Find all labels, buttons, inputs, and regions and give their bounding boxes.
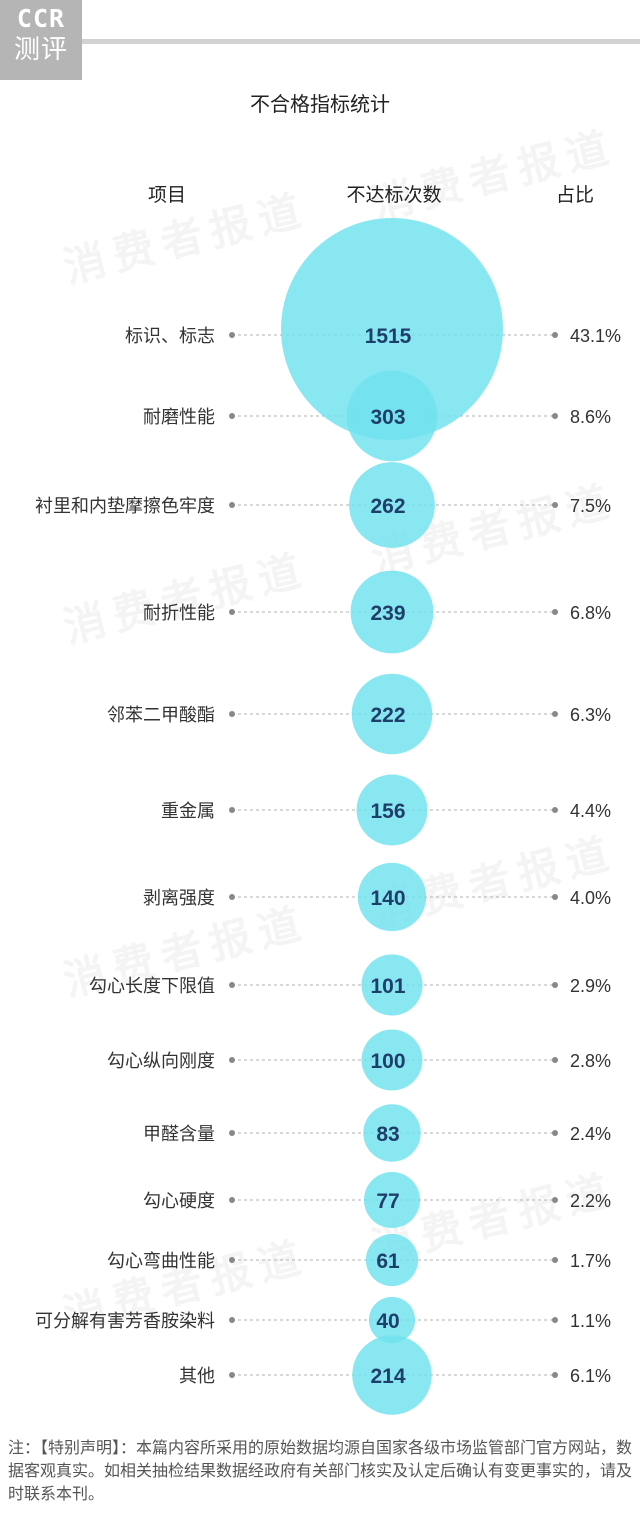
category-label: 剥离强度: [143, 888, 215, 909]
bubble: [346, 370, 438, 462]
leader-dot-right: [552, 894, 558, 900]
share-label: 2.9%: [570, 976, 611, 996]
leader-dot-right: [552, 1197, 558, 1203]
value-label: 262: [370, 495, 405, 518]
leader-dot-right: [552, 502, 558, 508]
category-label: 可分解有害芳香胺染料: [35, 1311, 215, 1332]
category-label: 邻苯二甲酸酯: [107, 705, 215, 726]
bubble: [351, 673, 433, 755]
leader-dot-right: [552, 413, 558, 419]
bubbles: [281, 218, 503, 1415]
value-label: 303: [370, 406, 405, 429]
leader-dot-right: [552, 332, 558, 338]
header-rule: [82, 39, 640, 44]
leader-dot-left: [229, 332, 235, 338]
category-label: 甲醛含量: [143, 1124, 215, 1145]
leader-dot-left: [229, 1317, 235, 1323]
column-header-share: 占比: [556, 184, 595, 206]
share-label: 43.1%: [570, 326, 621, 346]
leader-dot-right: [552, 711, 558, 717]
leader-dot-left: [229, 807, 235, 813]
category-label: 其他: [179, 1366, 215, 1387]
share-label: 6.3%: [570, 705, 611, 725]
leader-dot-left: [229, 982, 235, 988]
value-label: 77: [376, 1190, 399, 1213]
leader-dot-left: [229, 1130, 235, 1136]
value-label: 40: [376, 1310, 399, 1333]
leader-dot-right: [552, 1257, 558, 1263]
value-label: 1515: [365, 325, 412, 348]
labels: 标识、标志 1515 43.1% 耐磨性能 303 8.6% 衬里和内垫摩擦色牢度 262 7.…: [35, 325, 621, 1388]
share-label: 6.8%: [570, 603, 611, 623]
logo-ccr-text: CCR: [16, 4, 66, 33]
bubble: [363, 1171, 421, 1229]
leader-dot-right: [552, 1130, 558, 1136]
value-label: 140: [370, 887, 405, 910]
leader-dot-right: [552, 1057, 558, 1063]
bubble: [361, 954, 423, 1016]
leader-dot-left: [229, 502, 235, 508]
category-label: 耐折性能: [143, 603, 215, 624]
category-label: 耐磨性能: [143, 407, 215, 428]
leader-lines: [229, 332, 558, 1378]
category-label: 重金属: [161, 801, 215, 822]
leader-dot-left: [229, 894, 235, 900]
category-label: 标识、标志: [125, 326, 215, 347]
leader-dot-right: [552, 609, 558, 615]
category-label: 勾心纵向刚度: [107, 1051, 215, 1072]
share-label: 4.0%: [570, 888, 611, 908]
share-label: 1.1%: [570, 1311, 611, 1331]
share-label: 6.1%: [570, 1366, 611, 1386]
value-label: 239: [370, 602, 405, 625]
value-label: 222: [370, 704, 405, 727]
column-header-item: 项目: [148, 184, 187, 206]
bubble: [356, 774, 428, 846]
bubble: [350, 570, 434, 654]
share-label: 4.4%: [570, 801, 611, 821]
bubble: [352, 1335, 432, 1415]
leader-dot-right: [552, 1372, 558, 1378]
chart-title: 不合格指标统计: [250, 92, 390, 116]
value-label: 101: [370, 975, 405, 998]
logo-ceping-text: 测评: [13, 35, 68, 65]
share-label: 7.5%: [570, 496, 611, 516]
share-label: 1.7%: [570, 1251, 611, 1271]
leader-dot-left: [229, 1197, 235, 1203]
value-label: 100: [370, 1050, 405, 1073]
leader-dot-left: [229, 609, 235, 615]
value-label: 61: [376, 1250, 400, 1273]
ccr-logo: CCR 测评: [0, 0, 82, 80]
leader-dot-right: [552, 982, 558, 988]
bubble: [281, 218, 503, 440]
bubble: [357, 862, 427, 932]
value-label: 214: [370, 1365, 405, 1388]
leader-dot-left: [229, 1372, 235, 1378]
category-label: 勾心硬度: [143, 1191, 215, 1212]
value-label: 156: [370, 800, 405, 823]
bubble: [349, 462, 435, 548]
category-label: 衬里和内垫摩擦色牢度: [35, 496, 215, 517]
column-header-count: 不达标次数: [346, 184, 442, 206]
leader-dot-right: [552, 807, 558, 813]
category-label: 勾心弯曲性能: [107, 1251, 215, 1272]
category-label: 勾心长度下限值: [89, 976, 215, 997]
leader-dot-right: [552, 1317, 558, 1323]
leader-dot-left: [229, 1257, 235, 1263]
footnote: 注：【特别声明】：本篇内容所采用的原始数据均源自国家各级市场监管部门官方网站，数…: [8, 1438, 633, 1503]
value-label: 83: [376, 1123, 399, 1146]
bubble: [368, 1296, 416, 1344]
bubble: [361, 1029, 423, 1091]
bubble: [363, 1104, 421, 1162]
share-label: 8.6%: [570, 407, 611, 427]
bubble: [365, 1233, 419, 1287]
share-label: 2.2%: [570, 1191, 611, 1211]
leader-dot-left: [229, 413, 235, 419]
share-label: 2.4%: [570, 1124, 611, 1144]
share-label: 2.8%: [570, 1051, 611, 1071]
leader-dot-left: [229, 1057, 235, 1063]
leader-dot-left: [229, 711, 235, 717]
